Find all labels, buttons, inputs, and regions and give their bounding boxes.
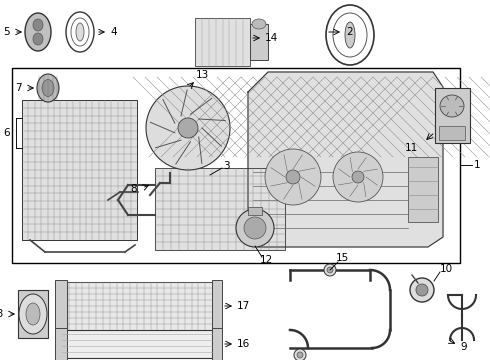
Text: 12: 12 — [260, 255, 273, 265]
Ellipse shape — [71, 18, 89, 46]
Text: 1: 1 — [474, 160, 481, 170]
Circle shape — [294, 349, 306, 360]
Text: 11: 11 — [405, 143, 418, 153]
Bar — [195, 18, 250, 66]
Circle shape — [327, 267, 333, 273]
Bar — [439, 126, 465, 140]
Text: 3: 3 — [223, 161, 230, 171]
Text: 10: 10 — [440, 264, 453, 274]
Ellipse shape — [33, 19, 43, 31]
Bar — [250, 24, 268, 60]
Bar — [18, 290, 48, 338]
Ellipse shape — [345, 22, 355, 48]
Circle shape — [297, 352, 303, 358]
Text: 6: 6 — [3, 128, 10, 138]
Bar — [62, 282, 212, 330]
Text: 8: 8 — [130, 184, 137, 194]
Bar — [212, 328, 222, 360]
Text: 17: 17 — [237, 301, 250, 311]
Text: 15: 15 — [336, 253, 349, 263]
Bar — [408, 157, 438, 222]
Ellipse shape — [326, 5, 374, 65]
Text: 18: 18 — [0, 309, 4, 319]
Text: 9: 9 — [460, 342, 466, 352]
Ellipse shape — [252, 19, 266, 29]
Circle shape — [265, 149, 321, 205]
Bar — [62, 330, 212, 358]
Text: 14: 14 — [265, 33, 278, 43]
Ellipse shape — [25, 13, 51, 51]
Text: 7: 7 — [15, 83, 22, 93]
Bar — [435, 88, 470, 143]
Ellipse shape — [26, 303, 40, 325]
Circle shape — [410, 278, 434, 302]
Bar — [248, 207, 262, 215]
Bar — [55, 328, 67, 360]
Text: 13: 13 — [196, 70, 209, 80]
Ellipse shape — [66, 12, 94, 52]
Text: 16: 16 — [237, 339, 250, 349]
Bar — [12, 68, 460, 263]
Ellipse shape — [76, 23, 84, 41]
Text: 4: 4 — [110, 27, 117, 37]
Bar — [155, 168, 285, 250]
Text: 5: 5 — [3, 27, 10, 37]
Ellipse shape — [33, 33, 43, 45]
Polygon shape — [248, 72, 443, 247]
Ellipse shape — [42, 80, 54, 96]
Circle shape — [352, 171, 364, 183]
Bar — [212, 280, 222, 332]
Circle shape — [416, 284, 428, 296]
Ellipse shape — [37, 74, 59, 102]
Circle shape — [286, 170, 300, 184]
Ellipse shape — [236, 209, 274, 247]
Ellipse shape — [333, 13, 367, 57]
Ellipse shape — [244, 217, 266, 239]
Ellipse shape — [19, 294, 47, 334]
Circle shape — [178, 118, 198, 138]
Circle shape — [146, 86, 230, 170]
Text: 2: 2 — [346, 27, 353, 37]
Circle shape — [333, 152, 383, 202]
Circle shape — [324, 264, 336, 276]
Bar — [22, 100, 137, 240]
Bar — [55, 280, 67, 332]
Ellipse shape — [440, 95, 464, 117]
